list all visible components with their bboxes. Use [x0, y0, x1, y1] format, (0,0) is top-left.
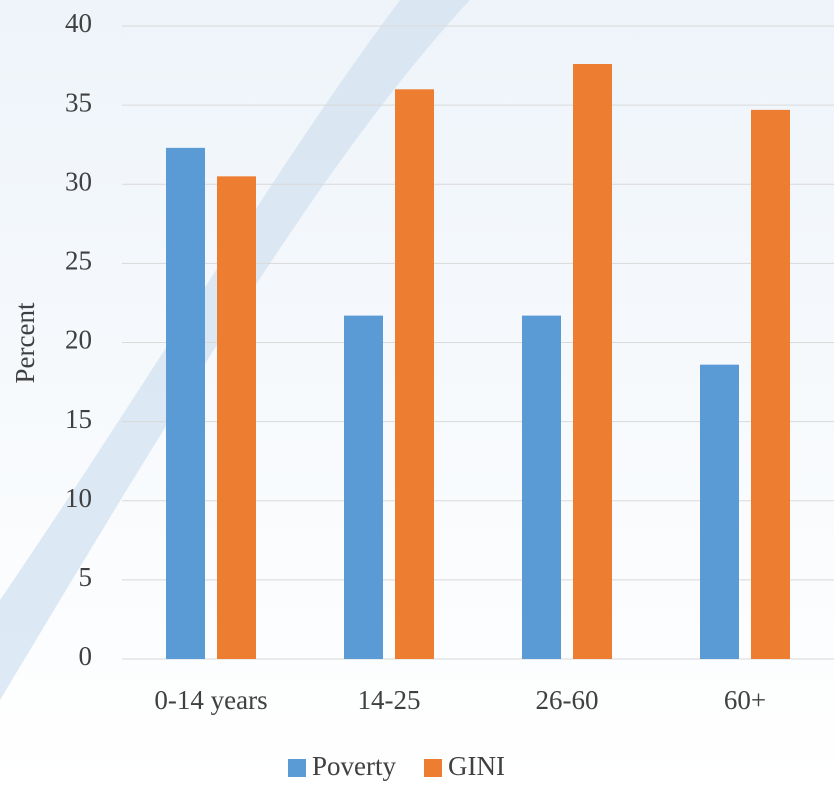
y-tick-label: 35 [65, 87, 92, 117]
x-tick-label: 60+ [724, 685, 766, 715]
y-tick-label: 25 [65, 246, 92, 276]
legend-swatch [288, 759, 306, 777]
x-tick-label: 0-14 years [154, 685, 267, 715]
y-tick-label: 40 [65, 8, 92, 38]
x-tick-label: 26-60 [536, 685, 599, 715]
bar [751, 109, 790, 659]
legend-label: Poverty [312, 751, 396, 781]
y-tick-label: 5 [79, 562, 93, 592]
bar [344, 315, 383, 659]
bar [166, 147, 205, 660]
y-tick-label: 20 [65, 325, 92, 355]
legend-swatch [424, 759, 442, 777]
y-tick-label: 10 [65, 483, 92, 513]
bar [573, 63, 612, 660]
y-axis-label: Percent [10, 302, 40, 383]
x-tick-label: 14-25 [358, 685, 421, 715]
bar [700, 364, 739, 659]
legend: Poverty GINI [288, 751, 505, 781]
y-tick-label: 15 [65, 404, 92, 434]
bar [522, 315, 561, 659]
y-tick-label: 30 [65, 166, 92, 196]
bar [217, 176, 256, 659]
y-tick-label: 0 [79, 641, 93, 671]
legend-label: GINI [448, 751, 505, 781]
bar [395, 89, 434, 660]
